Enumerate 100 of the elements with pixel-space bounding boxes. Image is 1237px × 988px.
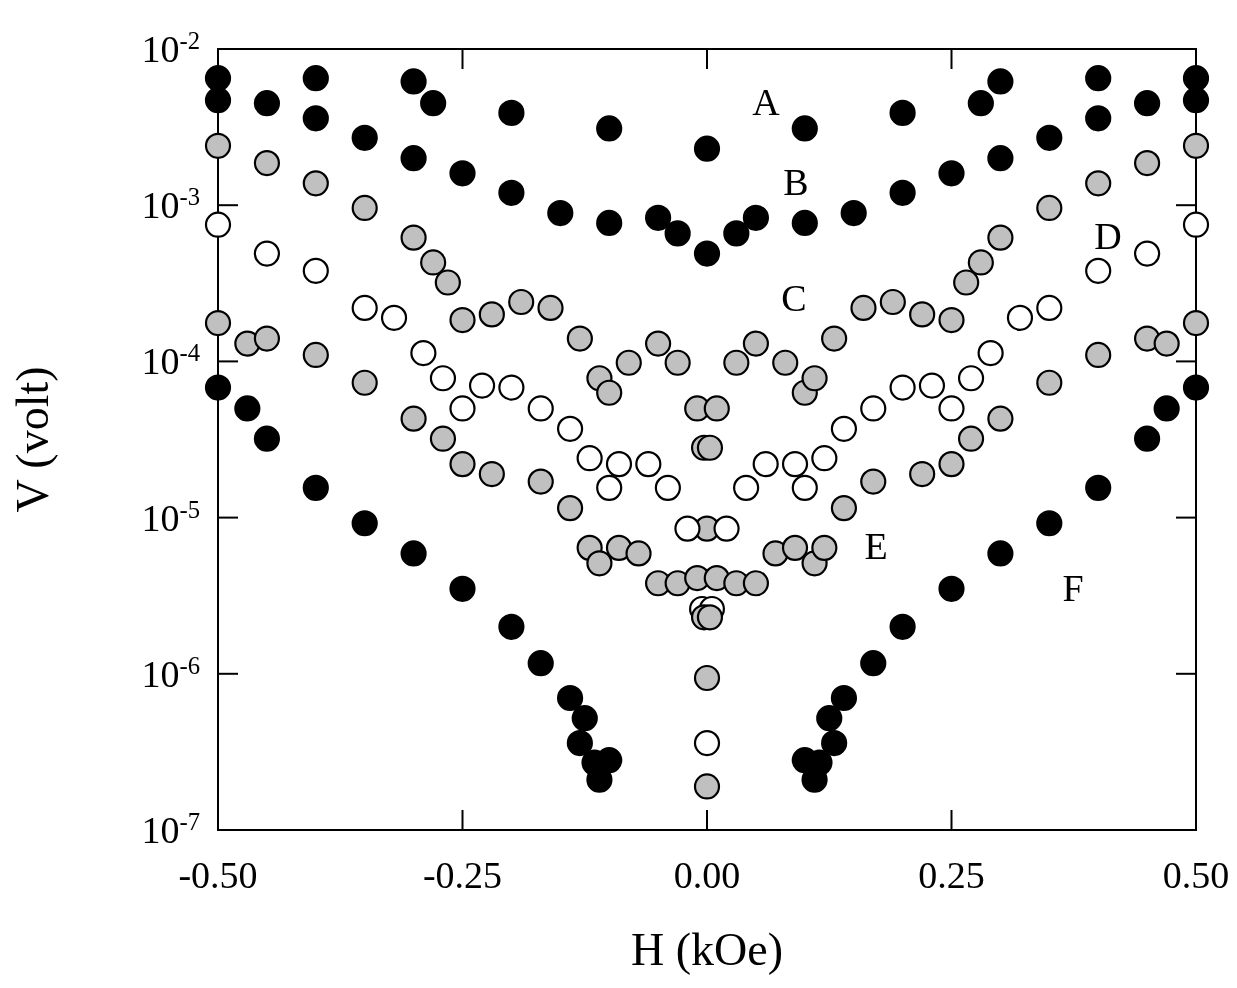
point (693, 240, 721, 267)
point (400, 224, 427, 251)
point (987, 145, 1014, 172)
point (527, 468, 554, 495)
point (696, 604, 724, 631)
point (957, 425, 985, 452)
y-tick-label: 10$^{-2}$ (141, 26, 200, 70)
point (987, 405, 1014, 432)
point (625, 540, 652, 567)
point (1036, 194, 1063, 222)
point (938, 575, 965, 602)
point (302, 341, 329, 369)
point (253, 150, 280, 177)
point (830, 495, 858, 522)
point (938, 306, 965, 334)
point (987, 224, 1014, 251)
point (1134, 90, 1161, 117)
point (429, 425, 457, 452)
point (400, 68, 427, 95)
point (566, 730, 593, 757)
point (889, 374, 916, 401)
point (696, 434, 724, 461)
point (449, 160, 476, 187)
point (498, 99, 525, 126)
point (742, 204, 769, 231)
point (576, 445, 603, 472)
point (508, 288, 535, 316)
point (811, 534, 838, 561)
point (664, 349, 691, 376)
y-tick-label: 10$^{-5}$ (141, 495, 200, 539)
point (586, 550, 613, 577)
point (1182, 309, 1210, 337)
point (742, 570, 769, 597)
point (556, 415, 584, 442)
point (791, 474, 818, 501)
point (449, 451, 476, 478)
point (204, 211, 232, 238)
point (918, 372, 946, 399)
point (953, 269, 980, 296)
point (556, 495, 584, 522)
point (537, 294, 564, 322)
point (909, 460, 936, 488)
point (1006, 304, 1034, 331)
series-label: C (781, 277, 807, 319)
point (351, 294, 378, 322)
point (645, 204, 672, 231)
point (801, 365, 828, 392)
point (713, 515, 740, 542)
point (204, 87, 232, 114)
point (596, 115, 623, 142)
point (1085, 65, 1112, 92)
x-tick-label: 0.25 (918, 854, 985, 896)
point (860, 650, 887, 677)
point (1182, 132, 1210, 159)
y-tick-label: 10$^{-7}$ (141, 807, 200, 851)
point (1182, 211, 1210, 238)
point (410, 340, 437, 367)
point (1085, 257, 1112, 284)
point (1036, 294, 1063, 322)
point (654, 474, 681, 501)
point (571, 705, 598, 732)
point (860, 395, 887, 422)
point (351, 510, 378, 537)
point (703, 395, 730, 422)
point (1153, 395, 1180, 422)
point (302, 170, 329, 197)
point (1085, 170, 1112, 197)
point (1153, 330, 1180, 357)
point (1134, 425, 1161, 452)
point (204, 374, 232, 401)
point (468, 372, 496, 399)
point (351, 124, 378, 151)
point (742, 330, 769, 357)
point (957, 365, 985, 392)
point (1134, 240, 1161, 267)
point (821, 730, 848, 757)
point (1085, 341, 1112, 369)
point (977, 340, 1004, 367)
point (781, 451, 809, 478)
point (1182, 87, 1210, 114)
point (596, 474, 623, 501)
point (791, 209, 818, 237)
point (1182, 374, 1210, 401)
point (253, 425, 280, 452)
point (478, 460, 505, 488)
point (234, 395, 261, 422)
point (351, 194, 378, 222)
series-label: D (1094, 215, 1122, 257)
point (791, 115, 818, 142)
point (615, 349, 642, 376)
point (449, 575, 476, 602)
point (605, 451, 633, 478)
point (693, 664, 721, 692)
point (987, 540, 1014, 567)
series-label: E (864, 525, 888, 567)
point (400, 145, 427, 172)
point (816, 705, 843, 732)
point (723, 349, 750, 376)
point (664, 220, 691, 247)
x-tick-label: -0.25 (422, 854, 503, 896)
